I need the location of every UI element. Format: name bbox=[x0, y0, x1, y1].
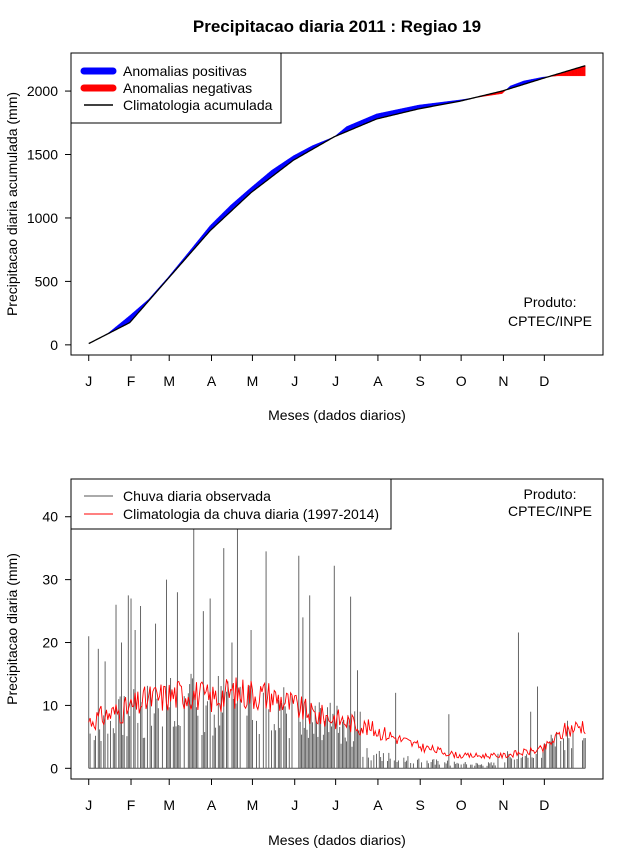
x-tick-label: J bbox=[291, 373, 298, 389]
x-tick-label: D bbox=[539, 373, 549, 389]
y-tick-label: 10 bbox=[42, 697, 58, 713]
negative-anomaly-segment bbox=[582, 65, 585, 77]
figure-title: Precipitacao diaria 2011 : Regiao 19 bbox=[193, 17, 481, 36]
credit-line-1: Produto: bbox=[524, 294, 577, 310]
x-tick-label: A bbox=[373, 373, 383, 389]
x-tick-label: F bbox=[127, 373, 136, 389]
legend-label-climatology: Climatologia da chuva diaria (1997-2014) bbox=[123, 506, 379, 522]
x-tick-label: F bbox=[127, 797, 136, 813]
cumulative-chart: 0 500 1000 1500 2000 J F M A M J J A S O N D Meses (dad… bbox=[4, 52, 604, 423]
x-tick-label: D bbox=[539, 797, 549, 813]
legend-label-negative: Anomalias negativas bbox=[123, 80, 252, 96]
x-tick-label: O bbox=[456, 797, 467, 813]
negative-anomaly-segment bbox=[576, 67, 579, 77]
negative-anomaly-segment bbox=[575, 67, 578, 77]
negative-anomaly-segment bbox=[574, 68, 576, 77]
x-tick-label: J bbox=[291, 797, 298, 813]
legend-label-climatology: Climatologia acumulada bbox=[123, 97, 273, 113]
y-tick-label: 40 bbox=[42, 509, 58, 525]
x-tick-label: A bbox=[207, 373, 217, 389]
credit-line-2: CPTEC/INPE bbox=[508, 313, 592, 329]
y-axis: 0 500 1000 1500 2000 bbox=[27, 83, 71, 353]
negative-anomaly-segment bbox=[580, 66, 583, 77]
legend-box bbox=[70, 478, 392, 530]
legend-label-positive: Anomalias positivas bbox=[123, 63, 247, 79]
negative-anomaly-segment bbox=[578, 67, 581, 77]
x-tick-label: J bbox=[85, 373, 92, 389]
x-tick-label: M bbox=[247, 373, 259, 389]
x-tick-label: M bbox=[163, 373, 175, 389]
x-axis-label: Meses (dados diarios) bbox=[268, 832, 406, 848]
y-tick-label: 2000 bbox=[27, 83, 58, 99]
y-tick-label: 0 bbox=[50, 337, 58, 353]
climatology-daily-line bbox=[88, 677, 586, 760]
x-tick-label: J bbox=[85, 797, 92, 813]
x-tick-label: J bbox=[332, 373, 339, 389]
legend-label-observed: Chuva diaria observada bbox=[123, 488, 271, 504]
observed-bars-group bbox=[88, 480, 586, 769]
y-tick-label: 0 bbox=[50, 760, 58, 776]
x-tick-label: S bbox=[416, 797, 425, 813]
x-tick-label: J bbox=[332, 797, 339, 813]
y-tick-label: 30 bbox=[42, 572, 58, 588]
x-axis-label: Meses (dados diarios) bbox=[268, 407, 406, 423]
y-tick-label: 1500 bbox=[27, 147, 58, 163]
negative-anomaly-segment bbox=[583, 65, 586, 77]
negative-anomaly-segment bbox=[572, 68, 575, 77]
x-tick-label: O bbox=[456, 373, 467, 389]
daily-chart: 0 10 20 30 40 J F M A M J J A S O N D Meses (dados diar… bbox=[4, 478, 604, 848]
x-tick-label: M bbox=[163, 797, 175, 813]
x-tick-label: N bbox=[498, 797, 508, 813]
x-tick-label: M bbox=[247, 797, 259, 813]
legend: Anomalias positivas Anomalias negativas … bbox=[70, 52, 282, 124]
climatology-cumulative-line bbox=[88, 65, 586, 345]
y-tick-label: 20 bbox=[42, 635, 58, 651]
plot-box bbox=[70, 52, 604, 356]
credit-line-2: CPTEC/INPE bbox=[508, 503, 592, 519]
y-axis-label: Precipitacao diaria acumulada (mm) bbox=[4, 92, 20, 316]
y-tick-label: 1000 bbox=[27, 210, 58, 226]
x-tick-label: A bbox=[207, 797, 217, 813]
credit-line-1: Produto: bbox=[524, 486, 577, 502]
x-tick-label: N bbox=[498, 373, 508, 389]
negative-anomaly-segment bbox=[579, 66, 582, 77]
x-tick-label: A bbox=[373, 797, 383, 813]
y-tick-label: 500 bbox=[35, 273, 59, 289]
x-tick-label: S bbox=[416, 373, 425, 389]
legend: Chuva diaria observada Climatologia da c… bbox=[70, 478, 392, 530]
y-axis: 0 10 20 30 40 bbox=[42, 509, 71, 776]
y-axis-label: Precipitacao diaria (mm) bbox=[4, 553, 20, 705]
